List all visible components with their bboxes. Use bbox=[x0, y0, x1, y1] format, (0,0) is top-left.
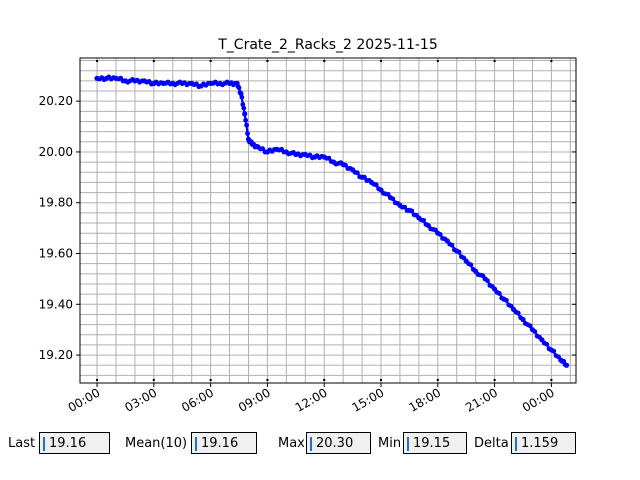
data-point bbox=[527, 323, 533, 329]
stat-mean-field[interactable]: 19.16 bbox=[191, 432, 257, 454]
data-point bbox=[354, 170, 360, 176]
data-point bbox=[544, 341, 550, 347]
stat-min-field[interactable]: 19.15 bbox=[403, 432, 467, 454]
data-point bbox=[239, 94, 245, 100]
text-cursor bbox=[407, 437, 409, 451]
x-tick-dot bbox=[95, 59, 99, 63]
stat-max-value: 20.30 bbox=[316, 436, 354, 451]
data-point bbox=[520, 316, 526, 323]
x-tick-dot bbox=[266, 378, 269, 382]
data-point bbox=[402, 204, 408, 210]
data-point bbox=[563, 362, 570, 368]
data-point bbox=[409, 208, 415, 214]
x-tick-label: 03:00 bbox=[122, 385, 159, 414]
y-tick-label: 19.20 bbox=[39, 348, 73, 362]
data-point bbox=[240, 102, 246, 107]
x-tick-dot bbox=[266, 59, 269, 63]
data-series bbox=[94, 74, 570, 368]
data-point bbox=[238, 90, 244, 97]
data-point bbox=[326, 155, 332, 161]
stat-delta-value: 1.159 bbox=[521, 436, 559, 451]
x-tick-dot bbox=[550, 378, 553, 382]
y-tick-label: 19.60 bbox=[39, 247, 73, 261]
text-cursor bbox=[195, 437, 197, 451]
x-tick-dot bbox=[493, 378, 496, 382]
data-point bbox=[468, 262, 474, 268]
x-tick-dot bbox=[95, 378, 99, 382]
grid bbox=[80, 58, 576, 383]
x-tick-label: 09:00 bbox=[236, 385, 273, 414]
x-tick-dot bbox=[209, 378, 212, 382]
text-cursor bbox=[43, 437, 45, 451]
x-tick-dot bbox=[379, 378, 383, 382]
data-point bbox=[515, 310, 521, 316]
data-point bbox=[260, 146, 266, 152]
data-point bbox=[236, 85, 242, 91]
x-tick-label: 21:00 bbox=[463, 385, 500, 414]
stat-last-value: 19.16 bbox=[49, 436, 87, 451]
data-point bbox=[245, 131, 250, 137]
y-tick-label: 20.00 bbox=[39, 145, 73, 159]
data-point bbox=[242, 111, 248, 117]
data-point bbox=[449, 242, 455, 248]
x-axis: 00:00 03:00 06:00 09:00 12:00 15:00 18:00 21:00… bbox=[66, 59, 557, 415]
data-point bbox=[437, 231, 443, 237]
x-tick-label: 12:00 bbox=[293, 385, 330, 414]
data-point bbox=[551, 348, 557, 354]
stat-delta-label: Delta bbox=[474, 436, 509, 451]
data-point bbox=[241, 105, 247, 111]
data-point bbox=[485, 278, 490, 284]
data-point bbox=[343, 162, 348, 168]
stat-min-value: 19.15 bbox=[413, 436, 451, 451]
x-tick-dot bbox=[152, 378, 156, 382]
text-cursor bbox=[310, 437, 312, 451]
text-cursor bbox=[515, 437, 517, 451]
y-tick-label: 20.20 bbox=[39, 94, 73, 108]
stat-mean-value: 19.16 bbox=[201, 436, 239, 451]
stat-mean-label: Mean(10) bbox=[125, 436, 188, 451]
x-tick-label: 15:00 bbox=[350, 385, 387, 414]
x-tick-label: 00:00 bbox=[520, 385, 557, 414]
x-tick-dot bbox=[209, 59, 212, 63]
data-point bbox=[362, 174, 367, 180]
data-point bbox=[373, 182, 379, 188]
stat-min-label: Min bbox=[378, 436, 402, 451]
plot-frame bbox=[79, 57, 577, 384]
data-point bbox=[532, 329, 538, 334]
stat-max-field[interactable]: 20.30 bbox=[306, 432, 371, 454]
stat-last-field[interactable]: 19.16 bbox=[39, 432, 110, 454]
x-tick-dot bbox=[323, 59, 326, 63]
data-point bbox=[504, 297, 509, 303]
x-tick-dot bbox=[152, 59, 156, 63]
x-tick-dot bbox=[436, 59, 440, 63]
stat-last-label: Last bbox=[8, 436, 36, 451]
x-tick-dot bbox=[436, 378, 440, 382]
stat-max-label: Max bbox=[278, 436, 305, 451]
stat-delta-field[interactable]: 1.159 bbox=[511, 432, 576, 454]
y-tick-label: 19.40 bbox=[39, 297, 73, 311]
x-tick-label: 06:00 bbox=[179, 385, 216, 414]
y-axis: 19.20 19.40 19.60 19.80 20.00 20.20 bbox=[39, 94, 576, 362]
data-point bbox=[244, 122, 249, 128]
data-point bbox=[456, 249, 462, 255]
data-point bbox=[496, 291, 502, 296]
chart: T_Crate_2_Racks_2 2025-11-15 00:00 03:00 0… bbox=[39, 37, 577, 415]
x-tick-dot bbox=[550, 59, 553, 63]
x-tick-dot bbox=[323, 378, 326, 382]
x-tick-label: 00:00 bbox=[66, 385, 103, 414]
y-tick-label: 19.80 bbox=[39, 196, 73, 210]
x-tick-dot bbox=[379, 59, 383, 63]
chart-title: T_Crate_2_Racks_2 2025-11-15 bbox=[217, 37, 438, 53]
x-tick-label: 18:00 bbox=[406, 385, 443, 414]
data-point bbox=[390, 196, 396, 202]
x-tick-dot bbox=[493, 59, 496, 63]
data-point bbox=[421, 217, 427, 223]
data-point bbox=[243, 117, 249, 123]
